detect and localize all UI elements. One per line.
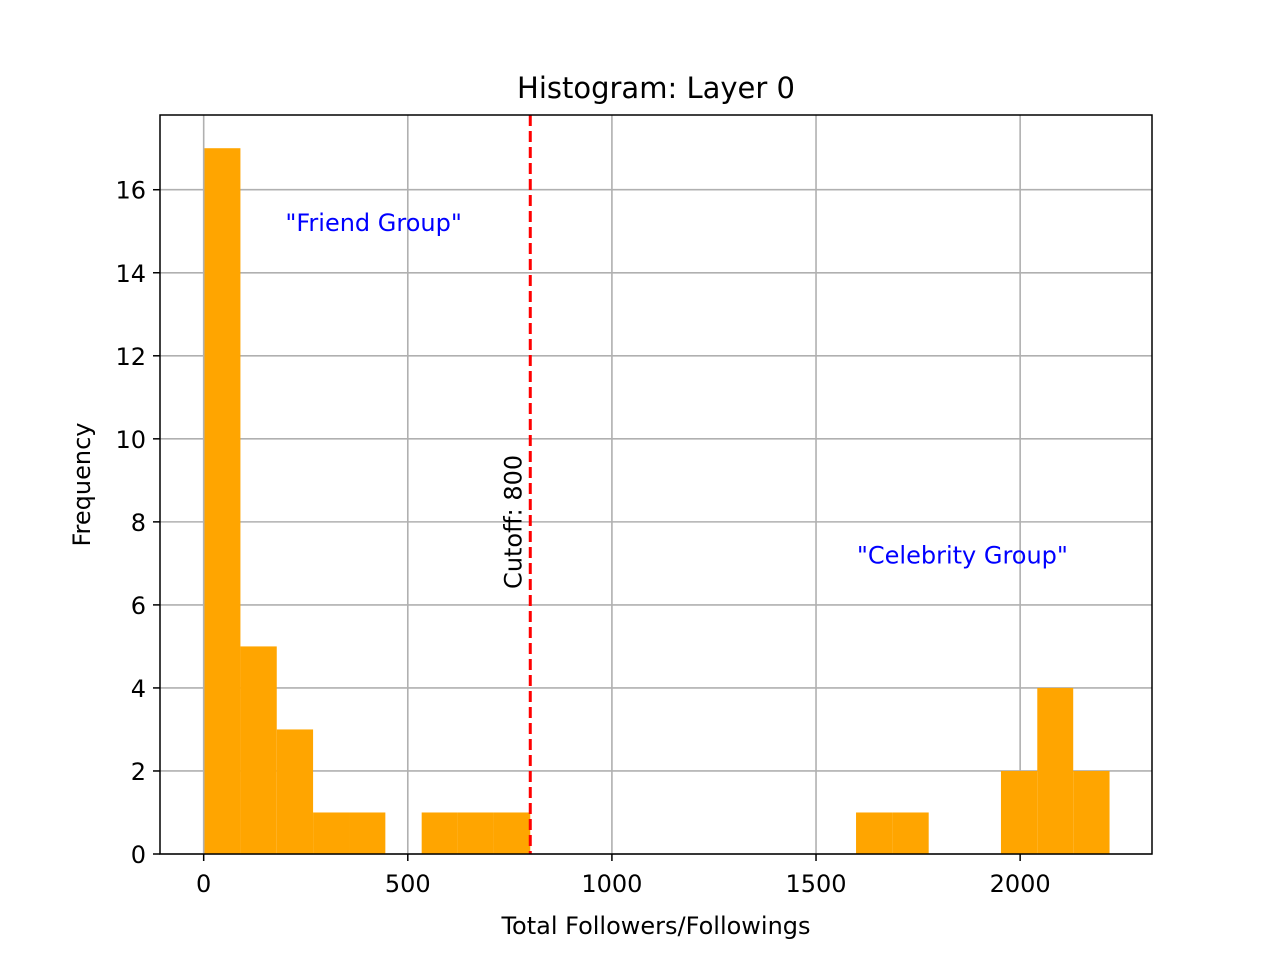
histogram-bar: [313, 812, 350, 854]
histogram-bar: [349, 812, 386, 854]
histogram-bar: [856, 812, 893, 854]
y-tick-label: 16: [115, 177, 146, 205]
x-tick-label: 1500: [785, 870, 846, 898]
y-tick-label: 8: [131, 509, 146, 537]
histogram-bar: [493, 812, 531, 854]
y-tick-label: 0: [131, 841, 146, 869]
y-tick-label: 14: [115, 260, 146, 288]
chart-title: Histogram: Layer 0: [517, 71, 795, 105]
histogram-bar: [1073, 770, 1110, 854]
y-tick-label: 12: [115, 343, 146, 371]
histogram-bar: [457, 812, 494, 854]
group-annotation: "Friend Group": [285, 209, 462, 237]
group-annotation: "Celebrity Group": [857, 541, 1068, 569]
histogram-bar: [276, 729, 314, 854]
cutoff-marker: Cutoff: 800: [499, 115, 532, 854]
y-tick-label: 2: [131, 758, 146, 786]
histogram-bar: [240, 646, 277, 854]
y-tick-label: 10: [115, 426, 146, 454]
annotations: "Friend Group" "Celebrity Group": [285, 209, 1068, 569]
x-axis-label: Total Followers/Followings: [500, 912, 810, 940]
histogram-bar: [892, 812, 929, 854]
y-axis-label: Frequency: [68, 423, 96, 547]
x-tick-label: 2000: [990, 870, 1051, 898]
histogram-bar: [204, 148, 241, 854]
axis-ticks: 0 500 1000 1500 2000 0 2 4 6 8 10 12 14 16: [115, 177, 1050, 898]
x-tick-label: 1000: [581, 870, 642, 898]
y-tick-label: 6: [131, 592, 146, 620]
y-tick-label: 4: [131, 675, 146, 703]
bars: [204, 148, 1110, 854]
plot-frame: [159, 114, 1153, 855]
x-tick-label: 0: [196, 870, 211, 898]
cutoff-label: Cutoff: 800: [499, 455, 527, 589]
histogram-bar: [1000, 770, 1038, 854]
histogram-bar: [1037, 687, 1074, 854]
x-tick-label: 500: [385, 870, 431, 898]
histogram-bar: [421, 812, 458, 854]
